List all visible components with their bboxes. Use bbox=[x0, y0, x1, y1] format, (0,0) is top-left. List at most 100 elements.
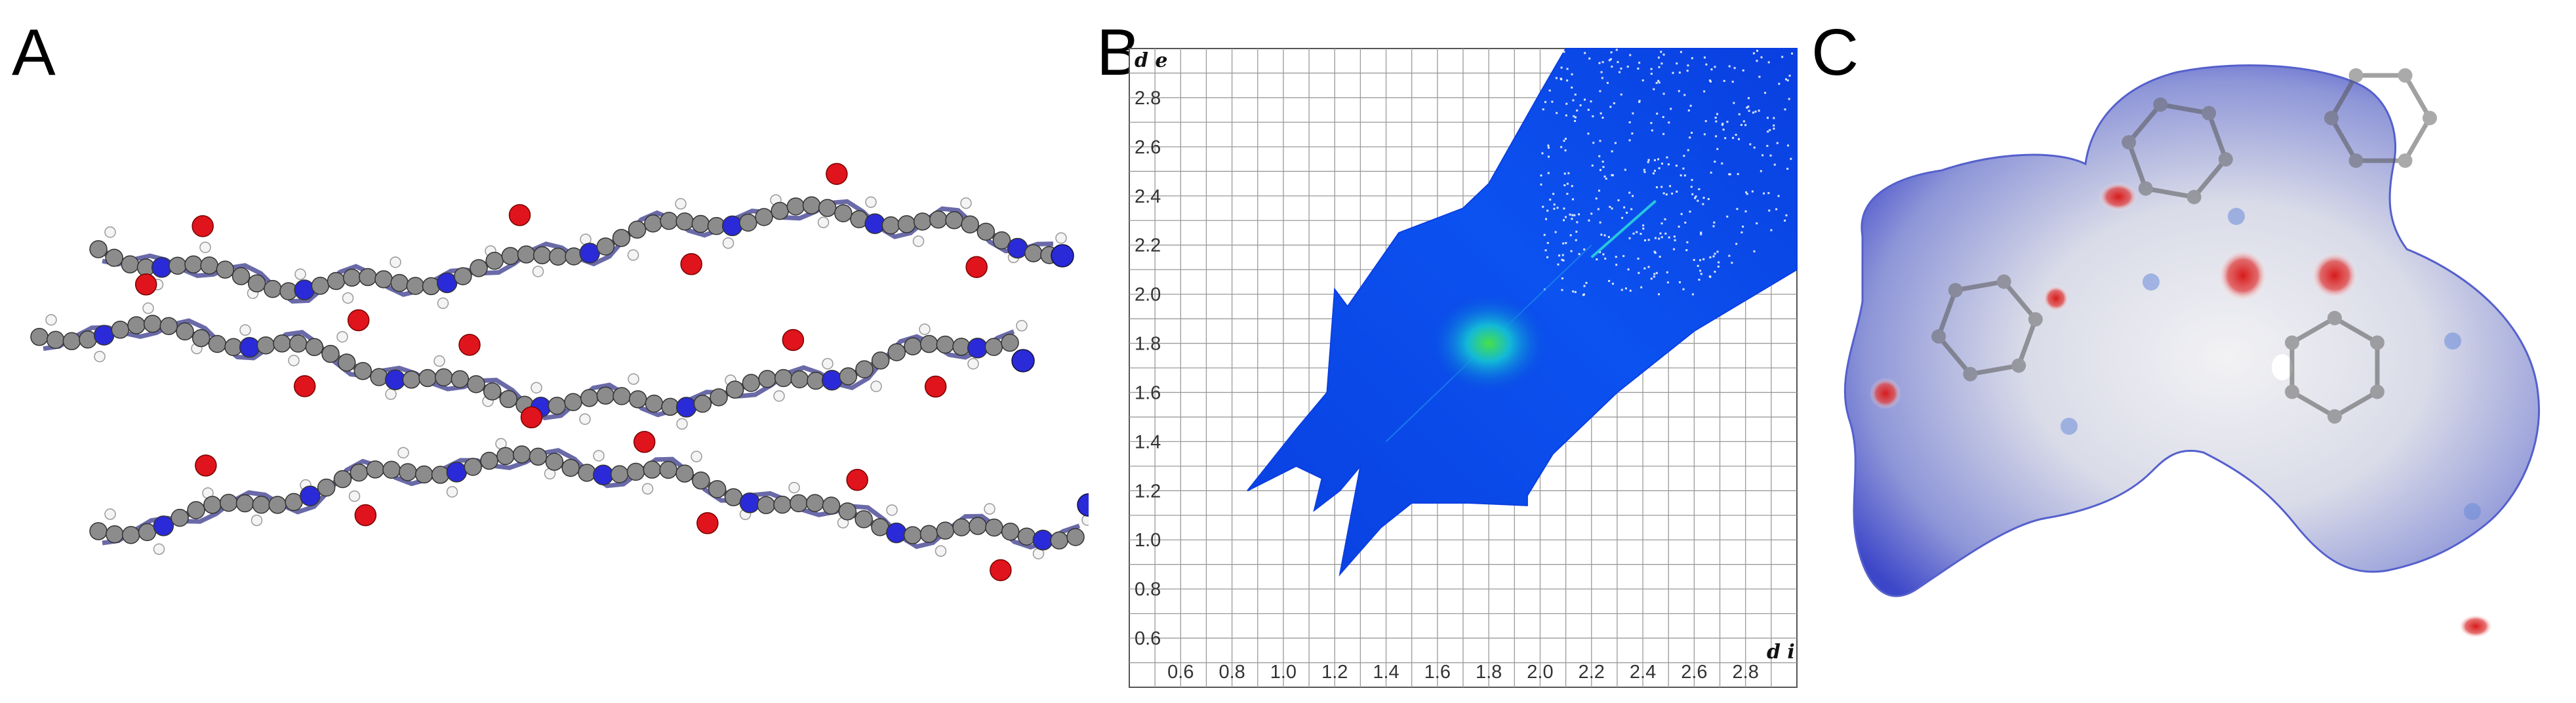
carbon-atom bbox=[758, 370, 776, 388]
sparse-point bbox=[1637, 257, 1640, 260]
sparse-point bbox=[1583, 285, 1586, 287]
sparse-point bbox=[1691, 293, 1694, 296]
sparse-point bbox=[1598, 190, 1600, 192]
carbon-atom bbox=[549, 247, 567, 266]
hydrogen-atom bbox=[870, 380, 882, 392]
hydrogen-atom bbox=[984, 503, 996, 515]
oxygen-atom bbox=[520, 406, 543, 429]
x-tick-label: 1.0 bbox=[1270, 662, 1297, 683]
sparse-point bbox=[1659, 232, 1662, 235]
hydrogen-atom bbox=[593, 450, 605, 462]
sparse-point bbox=[1766, 117, 1769, 119]
sparse-point bbox=[1555, 77, 1558, 79]
sparse-point bbox=[1571, 198, 1574, 201]
sparse-point bbox=[1693, 258, 1695, 261]
sparse-point bbox=[1610, 51, 1613, 54]
sparse-point bbox=[1700, 231, 1702, 234]
sparse-point bbox=[1571, 87, 1573, 89]
sparse-point bbox=[1775, 208, 1778, 211]
sparse-point bbox=[1721, 123, 1724, 125]
sparse-point bbox=[1714, 66, 1716, 68]
sparse-point bbox=[1756, 49, 1758, 52]
sparse-point bbox=[1658, 237, 1660, 240]
x-tick-label: 2.0 bbox=[1527, 662, 1553, 683]
sparse-point bbox=[1572, 290, 1575, 292]
sparse-point bbox=[1724, 137, 1727, 140]
sparse-point bbox=[1547, 172, 1550, 174]
oxygen-atom bbox=[696, 512, 719, 534]
sparse-point bbox=[1660, 186, 1663, 188]
carbon-atom bbox=[564, 393, 582, 411]
sparse-point bbox=[1702, 197, 1705, 199]
sparse-point bbox=[1638, 100, 1641, 103]
carbon-atom bbox=[467, 375, 485, 393]
fingerprint-streak bbox=[1590, 199, 1657, 258]
contact-spot bbox=[2043, 285, 2069, 311]
carbon-atom bbox=[1001, 522, 1020, 541]
carbon-atom bbox=[887, 343, 906, 361]
carbon-atom bbox=[2285, 335, 2300, 350]
sparse-point bbox=[1666, 281, 1669, 284]
sparse-point bbox=[1740, 123, 1742, 126]
sparse-point bbox=[1691, 57, 1693, 60]
sparse-point bbox=[1689, 211, 1691, 213]
sparse-point bbox=[1756, 60, 1758, 62]
carbon-atom bbox=[1050, 531, 1068, 550]
sparse-point bbox=[1767, 131, 1769, 133]
sparse-point bbox=[1680, 50, 1682, 53]
carbon-atom bbox=[252, 495, 271, 514]
carbon-atom bbox=[390, 273, 409, 292]
sparse-point bbox=[1714, 252, 1716, 255]
sparse-point bbox=[1636, 231, 1638, 233]
nitrogen-atom bbox=[1077, 493, 1089, 517]
sparse-point bbox=[1722, 129, 1725, 131]
sparse-point bbox=[1657, 293, 1660, 296]
sparse-point bbox=[1760, 56, 1763, 58]
carbon-atom bbox=[2423, 111, 2437, 125]
nitrogen-atom bbox=[675, 397, 697, 418]
sparse-point bbox=[1563, 140, 1565, 142]
carbon-atom bbox=[499, 390, 518, 409]
sparse-point bbox=[1773, 127, 1775, 130]
sparse-point bbox=[1620, 68, 1622, 70]
oxygen-atom bbox=[680, 253, 702, 275]
sparse-point bbox=[1549, 198, 1552, 201]
sparse-point bbox=[1611, 207, 1613, 210]
sparse-point bbox=[1574, 120, 1577, 123]
sparse-point bbox=[1736, 208, 1739, 211]
carbon-atom bbox=[742, 374, 761, 392]
sparse-point bbox=[1660, 50, 1662, 53]
carbon-atom bbox=[961, 215, 979, 233]
sparse-point bbox=[1749, 143, 1752, 146]
sparse-point bbox=[1642, 228, 1645, 230]
x-axis-title: d i bbox=[1767, 641, 1795, 664]
sparse-point bbox=[1683, 155, 1685, 157]
sparse-point bbox=[1662, 115, 1664, 118]
contact-spot bbox=[1870, 378, 1901, 409]
sparse-point bbox=[1602, 166, 1605, 169]
carbon-atom bbox=[897, 215, 916, 233]
contact-spot bbox=[2099, 182, 2138, 211]
sparse-point bbox=[1609, 106, 1612, 108]
carbon-atom bbox=[881, 216, 900, 235]
carbon-atom bbox=[626, 462, 645, 481]
sparse-point bbox=[1654, 252, 1657, 254]
carbon-atom bbox=[596, 386, 615, 405]
sparse-point bbox=[1546, 256, 1549, 258]
sparse-point bbox=[1655, 271, 1658, 274]
sparse-point bbox=[1551, 100, 1554, 103]
carbon-atom bbox=[176, 322, 194, 341]
sparse-point bbox=[1682, 167, 1685, 170]
carbon-atom bbox=[311, 277, 330, 295]
sparse-point bbox=[1700, 233, 1702, 235]
sparse-point bbox=[1617, 199, 1620, 201]
molecular-layer bbox=[30, 273, 1035, 453]
sparse-point bbox=[1588, 57, 1591, 60]
sparse-point bbox=[1603, 175, 1606, 178]
carbon-atom bbox=[578, 464, 596, 482]
sparse-point bbox=[1716, 251, 1719, 253]
sparse-point bbox=[1564, 149, 1567, 151]
carbon-atom bbox=[203, 496, 222, 514]
carbon-atom bbox=[529, 447, 548, 466]
sparse-point bbox=[1578, 252, 1580, 255]
